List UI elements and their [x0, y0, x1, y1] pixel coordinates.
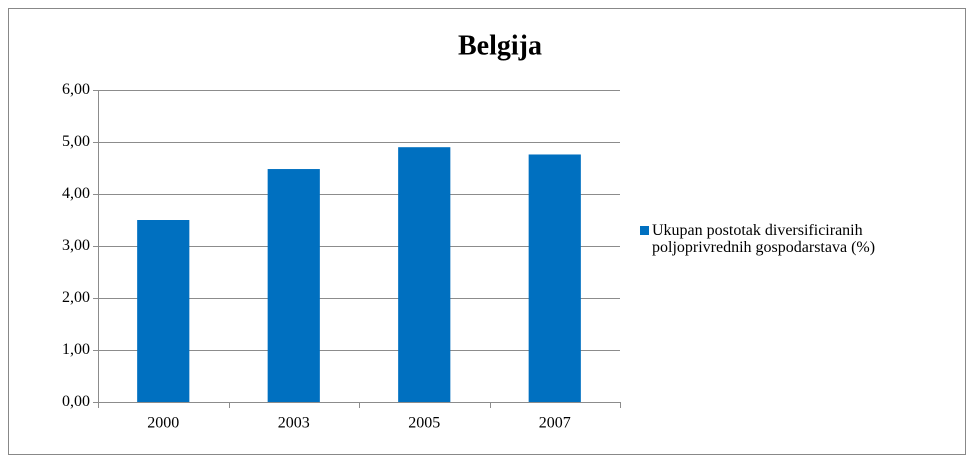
bar — [137, 220, 190, 402]
chart-title: Belgija — [458, 30, 542, 61]
bar — [398, 147, 451, 402]
legend-swatch — [640, 226, 649, 235]
y-tick-label: 6,00 — [62, 81, 90, 98]
bar — [528, 154, 581, 402]
y-tick-label: 0,00 — [62, 393, 90, 410]
y-tick-label: 4,00 — [62, 185, 90, 202]
y-tick-label: 5,00 — [62, 133, 90, 150]
x-tick-label: 2007 — [539, 415, 571, 432]
x-tick-label: 2005 — [408, 415, 440, 432]
y-tick-label: 3,00 — [62, 237, 90, 254]
x-tick-label: 2003 — [278, 415, 310, 432]
y-tick-label: 1,00 — [62, 341, 90, 358]
legend: Ukupan postotak diversificiranih poljopr… — [640, 222, 960, 256]
x-tick-label: 2000 — [147, 415, 179, 432]
bar — [267, 169, 320, 402]
legend-label: Ukupan postotak diversificiranih poljopr… — [652, 222, 876, 256]
y-tick-label: 2,00 — [62, 289, 90, 306]
